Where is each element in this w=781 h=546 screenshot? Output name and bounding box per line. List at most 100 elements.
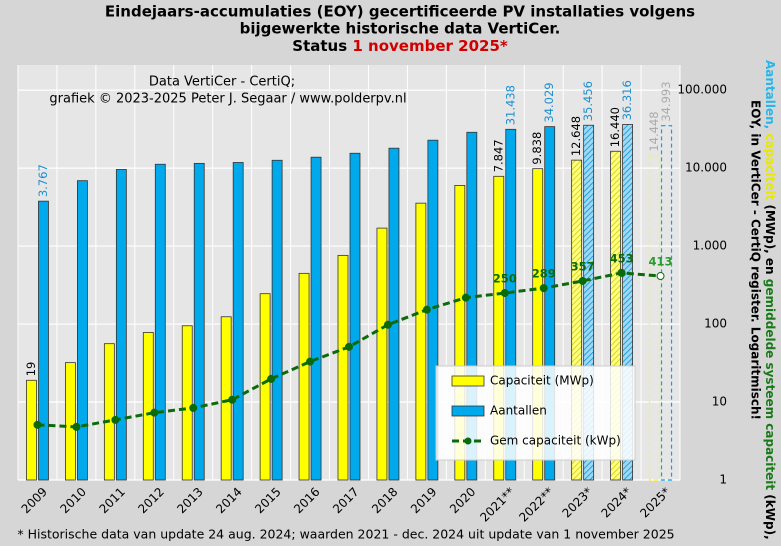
bar (337, 254, 349, 481)
footnote: * Historische data van update 24 aug. 20… (17, 527, 674, 542)
value-label: 453 (610, 251, 634, 265)
y-label-part: Aantallen, (764, 60, 778, 129)
value-label: 34.993 (659, 81, 673, 121)
bar (376, 227, 388, 481)
title-line: bijgewerkte historische data VertiCer. (240, 20, 561, 38)
bar (271, 159, 283, 481)
bar (583, 124, 595, 481)
value-label: 31.438 (503, 85, 517, 125)
line-point (500, 289, 509, 298)
bar (310, 156, 322, 481)
value-label: 3.767 (36, 164, 50, 197)
annotation: grafiek © 2023-2025 Peter J. Segaar / ww… (49, 92, 406, 107)
value-label: 16.440 (608, 107, 622, 147)
status-date: 1 november 2025* (352, 37, 508, 55)
y-label-part: (kWp), (764, 490, 778, 540)
y-tick-label: 100 (704, 317, 727, 331)
bar (103, 343, 115, 481)
bar (65, 362, 76, 481)
bar (466, 131, 478, 481)
line-point (422, 305, 431, 314)
legend-label: Gem capaciteit (kWp) (490, 434, 621, 448)
value-label: 12.648 (569, 116, 583, 156)
bar (349, 152, 361, 481)
x-tick-label: 2009 (19, 485, 50, 516)
bar (622, 124, 633, 481)
y-label-part: capaciteit (764, 129, 778, 200)
line-point (539, 284, 548, 293)
value-label: 35.456 (581, 81, 595, 121)
bar (648, 155, 661, 481)
value-label: 9.838 (530, 132, 544, 165)
line-point (111, 415, 120, 424)
line-point (150, 408, 159, 417)
bar (232, 162, 244, 481)
bar (142, 332, 154, 481)
bar (259, 293, 271, 481)
x-tick-label: 2020 (447, 485, 478, 516)
line-point (228, 395, 237, 404)
bar (193, 162, 205, 481)
y-tick-label: 10 (712, 395, 727, 409)
y-tick-label: 10.000 (685, 161, 727, 175)
x-tick-label: 2023* (560, 485, 596, 521)
bar (544, 126, 556, 481)
bar (77, 180, 88, 481)
y-tick-label: 100.000 (677, 83, 727, 97)
x-tick-label: 2014 (213, 485, 244, 516)
value-label: 36.316 (620, 80, 634, 120)
x-tick-label: 2015 (252, 485, 283, 516)
y-tick-label: 1.000 (693, 239, 727, 253)
value-label: 413 (649, 255, 673, 269)
x-tick-label: 2018 (369, 485, 400, 516)
x-tick-label: 2011 (96, 485, 127, 516)
line-point (656, 272, 665, 281)
bar (493, 175, 505, 481)
line-point (578, 276, 587, 285)
title-line: Eindejaars-accumulaties (EOY) gecertific… (105, 3, 695, 21)
x-tick-label: 2024* (598, 485, 634, 521)
bar (181, 325, 193, 481)
x-tick-label: 2021** (477, 485, 517, 525)
line-point (72, 422, 81, 431)
legend-label: Capaciteit (MWp) (490, 374, 594, 388)
line-point (267, 374, 276, 383)
bar (388, 147, 400, 481)
bar (154, 163, 166, 481)
x-tick-label: 2022** (516, 485, 556, 525)
x-tick-label: 2016 (291, 485, 322, 516)
bar (454, 184, 466, 481)
status-label: Status (292, 37, 347, 55)
bar (415, 202, 427, 481)
value-label: 250 (493, 272, 517, 286)
title-status: Status 1 november 2025* (292, 37, 508, 55)
value-label: 7.847 (491, 139, 505, 172)
bar (38, 200, 49, 481)
value-label: 357 (571, 259, 595, 273)
line-point (306, 357, 315, 366)
annotation: Data VertiCer - CertiQ; (149, 75, 295, 90)
bar (505, 128, 517, 481)
bar (571, 159, 583, 481)
value-label: 34.029 (542, 82, 556, 122)
bar (298, 272, 310, 481)
legend-swatch (451, 405, 485, 417)
x-tick-label: 2012 (135, 485, 166, 516)
y-label-part: gemiddelde systeem capaciteit (764, 275, 778, 491)
bar (26, 379, 37, 481)
y-axis-label-line2: EOY, in VertiCer - CertiQ register. Loga… (749, 100, 763, 420)
y-axis-label: Aantallen, capaciteit (MWp), en gemiddel… (764, 60, 778, 540)
line-point (461, 293, 470, 302)
line-point (189, 403, 198, 412)
line-point (345, 342, 353, 351)
x-tick-label: 2010 (58, 485, 89, 516)
value-label: 289 (532, 267, 556, 281)
line-point (383, 320, 392, 329)
y-tick-label: 1 (719, 473, 727, 487)
legend-label: Aantallen (490, 404, 547, 418)
value-label: 19 (24, 362, 38, 377)
x-tick-label: 2013 (174, 485, 205, 516)
legend-swatch (451, 375, 485, 387)
line-point (33, 420, 42, 429)
